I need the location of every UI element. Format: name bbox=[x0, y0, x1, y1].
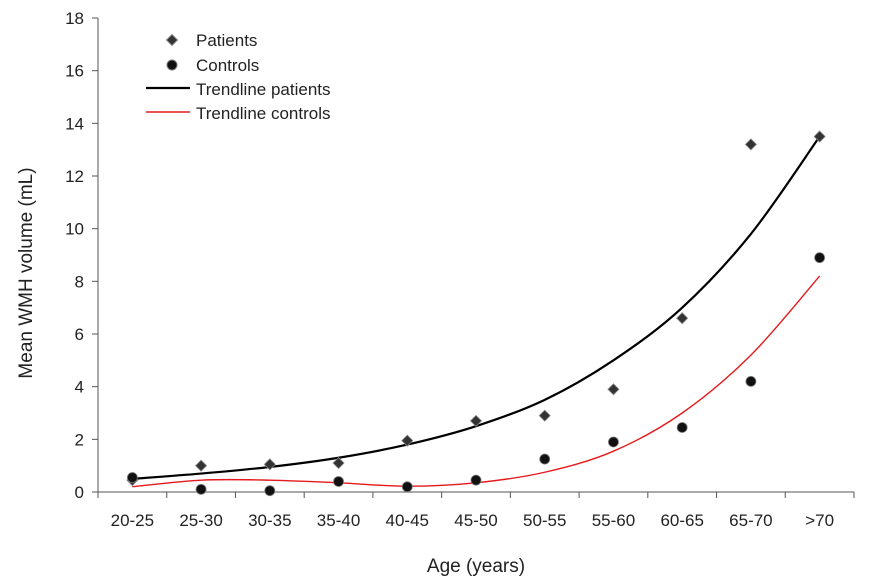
data-points bbox=[126, 130, 826, 497]
y-tick-label: 8 bbox=[75, 272, 84, 291]
trendline-controls bbox=[132, 275, 821, 488]
patient-point bbox=[195, 459, 208, 472]
patient-point bbox=[607, 383, 620, 396]
y-tick-label: 14 bbox=[65, 114, 84, 133]
legend-label: Trendline controls bbox=[196, 104, 331, 123]
x-tick-label: 45-50 bbox=[454, 511, 497, 530]
legend-diamond-marker bbox=[165, 33, 179, 47]
legend-circle-marker bbox=[166, 59, 178, 71]
y-ticks: 0 2 4 6 8 10 12 14 16 18 bbox=[65, 9, 98, 502]
trendline-patients bbox=[132, 135, 821, 480]
legend-item-trendline-controls: Trendline controls bbox=[146, 104, 331, 123]
patient-point bbox=[744, 138, 757, 151]
x-axis-title: Age (years) bbox=[427, 556, 525, 577]
patient-point bbox=[469, 414, 483, 427]
x-tick-label: >70 bbox=[805, 511, 834, 530]
control-point bbox=[814, 252, 826, 264]
control-point bbox=[676, 422, 688, 433]
x-tick-label: 30-35 bbox=[248, 511, 291, 530]
control-point bbox=[126, 472, 138, 483]
patient-point bbox=[538, 409, 551, 422]
legend: Patients Controls Trendline patients Tre… bbox=[146, 31, 331, 123]
axes: 0 2 4 6 8 10 12 14 16 18 20-25 25-30 30-35 35-40 40-4… bbox=[65, 9, 855, 530]
control-point bbox=[333, 476, 344, 487]
legend-label: Controls bbox=[196, 56, 259, 75]
y-tick-label: 0 bbox=[75, 483, 84, 502]
patient-point bbox=[676, 312, 689, 325]
control-point bbox=[539, 453, 551, 465]
control-point bbox=[195, 483, 207, 495]
y-tick-label: 10 bbox=[65, 220, 84, 239]
control-point bbox=[608, 436, 619, 448]
x-tick-label: 55-60 bbox=[592, 511, 635, 530]
patient-point bbox=[401, 434, 414, 447]
y-tick-label: 12 bbox=[65, 167, 84, 186]
y-axis-title: Mean WMH volume (mL) bbox=[16, 167, 37, 378]
legend-label: Trendline patients bbox=[196, 80, 331, 99]
patient-point bbox=[263, 458, 276, 471]
legend-item-controls: Controls bbox=[166, 56, 259, 75]
legend-item-trendline-patients: Trendline patients bbox=[146, 80, 331, 99]
x-tick-label: 50-55 bbox=[523, 511, 566, 530]
y-tick-label: 18 bbox=[65, 9, 84, 28]
x-tick-label: 35-40 bbox=[317, 511, 360, 530]
y-tick-label: 6 bbox=[75, 325, 84, 344]
control-point bbox=[470, 474, 482, 486]
trendlines bbox=[132, 135, 821, 488]
x-tick-label: 65-70 bbox=[729, 511, 772, 530]
patient-point bbox=[332, 456, 345, 470]
x-tick-label: 20-25 bbox=[111, 511, 154, 530]
x-tick-label: 40-45 bbox=[386, 511, 429, 530]
control-point bbox=[745, 375, 757, 387]
legend-item-patients: Patients bbox=[165, 31, 257, 50]
y-tick-label: 16 bbox=[65, 62, 84, 81]
x-tick-label: 60-65 bbox=[660, 511, 703, 530]
x-tick-label: 25-30 bbox=[179, 511, 222, 530]
y-tick-label: 4 bbox=[75, 378, 84, 397]
x-ticks: 20-25 25-30 30-35 35-40 40-45 45-50 50-55 55-60… bbox=[97, 492, 855, 530]
control-point bbox=[401, 481, 413, 493]
patient-point bbox=[813, 130, 826, 143]
legend-label: Patients bbox=[196, 31, 257, 50]
y-tick-label: 2 bbox=[75, 430, 84, 449]
control-point bbox=[264, 485, 276, 497]
